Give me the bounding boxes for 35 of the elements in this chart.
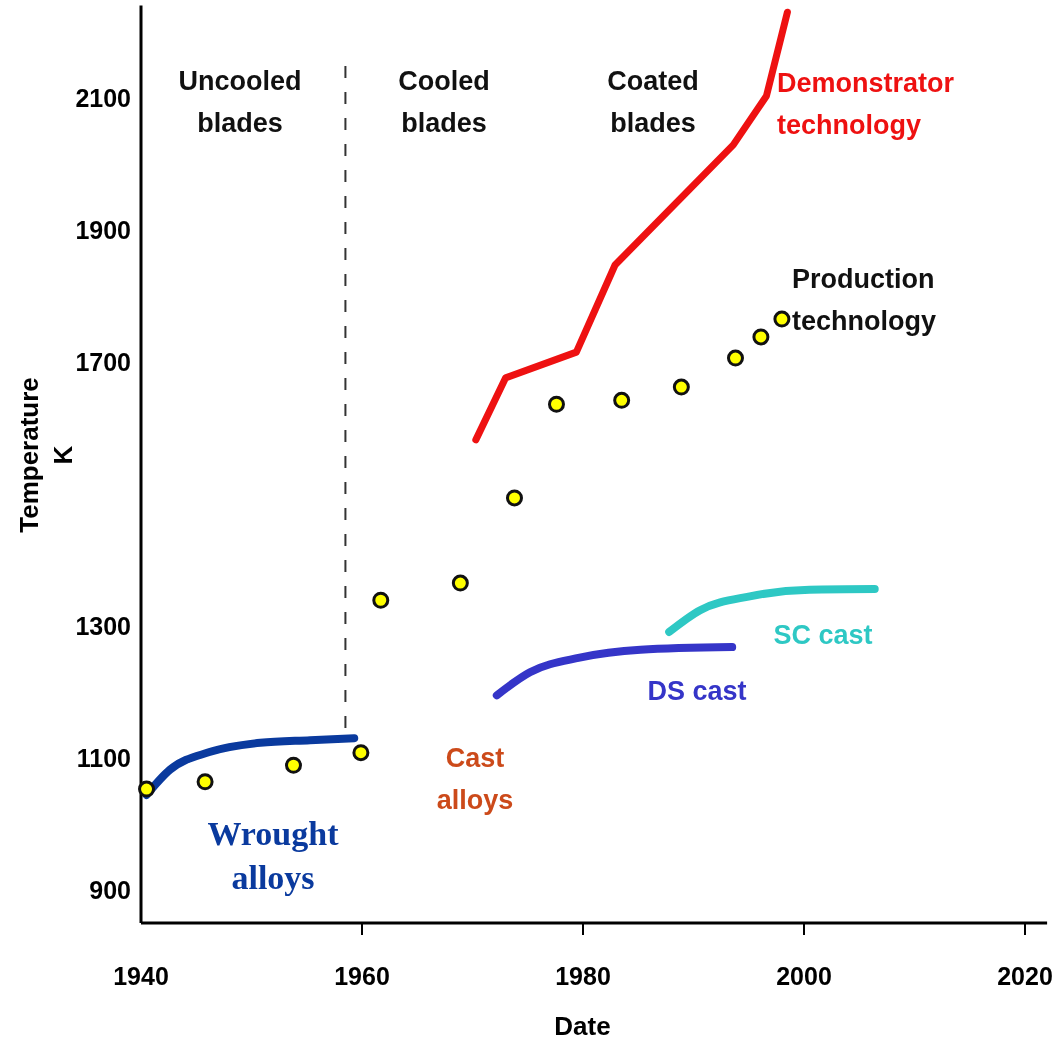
point <box>505 489 523 507</box>
y-axis-title: Temperature K <box>14 377 78 533</box>
x-axis-title: Date <box>554 1011 611 1041</box>
y-tick-label: 900 <box>89 875 131 904</box>
series-label: Demonstrator technology <box>777 68 955 140</box>
series-label: Production technology <box>792 264 937 336</box>
point <box>138 780 156 798</box>
x-tick-label: 1960 <box>334 962 390 990</box>
point <box>352 744 370 762</box>
y-tick-label: 1700 <box>75 347 131 376</box>
y-tick-label: 2100 <box>75 83 131 112</box>
x-tick-label: 2000 <box>776 962 832 990</box>
y-tick-label: 1100 <box>76 743 131 772</box>
series-label: DS cast <box>647 676 747 706</box>
series-label: Wrought alloys <box>207 815 340 896</box>
point <box>613 391 631 409</box>
point <box>752 328 770 346</box>
annotation: Cast alloys <box>436 743 514 815</box>
annotation: Cooled blades <box>398 66 490 138</box>
annotation: Uncooled blades <box>178 66 302 138</box>
point <box>672 378 690 396</box>
y-tick-label: 1300 <box>75 611 131 640</box>
annotation: Coated blades <box>607 66 699 138</box>
point <box>547 395 565 413</box>
point <box>451 574 469 592</box>
point <box>196 773 214 791</box>
point <box>773 310 791 328</box>
series-label: SC cast <box>773 620 873 650</box>
y-tick-label: 1900 <box>75 215 131 244</box>
point <box>284 756 302 774</box>
x-tick-label: 1940 <box>113 962 169 990</box>
point <box>372 591 390 609</box>
x-tick-label: 1980 <box>555 962 611 990</box>
point <box>726 349 744 367</box>
x-tick-label: 2020 <box>997 962 1053 990</box>
